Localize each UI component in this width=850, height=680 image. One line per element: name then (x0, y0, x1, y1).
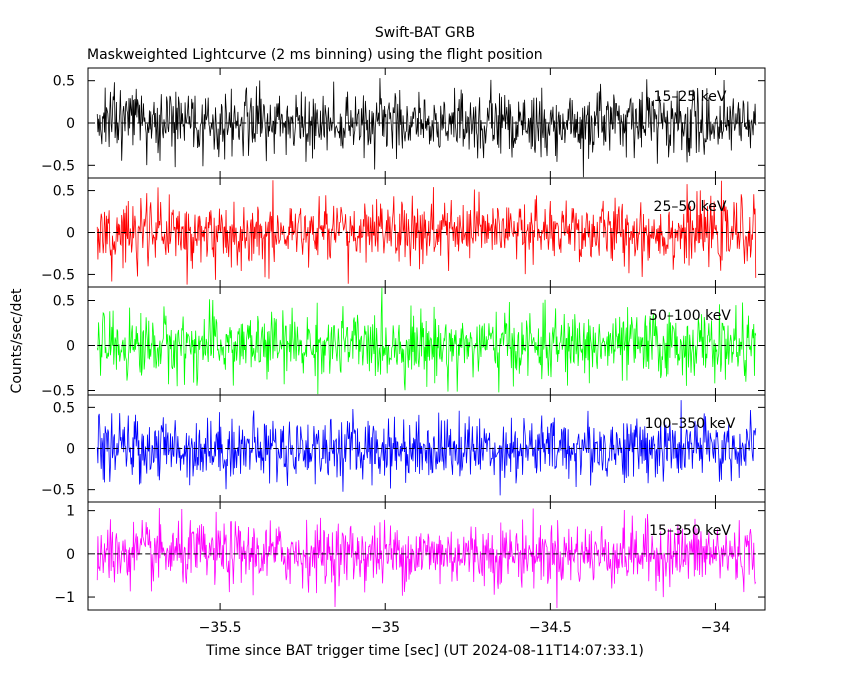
y-tick-label: −1 (54, 590, 75, 606)
y-tick-label: 0 (66, 547, 75, 563)
panel-frame (87, 501, 766, 611)
y-tick-label: 0 (66, 442, 75, 458)
y-tick-label: 0.5 (53, 294, 75, 310)
series-line-5 (96, 508, 757, 609)
y-axis-label: Counts/sec/det (9, 288, 25, 393)
panel-5: 1 0 −1 15–350 keV (54, 501, 766, 611)
y-tick-label: 0 (66, 116, 75, 132)
series-line-4 (96, 400, 757, 496)
y-tick-label: −0.5 (41, 267, 75, 283)
x-tick-label: −34.5 (529, 620, 572, 636)
chart-subtitle: Maskweighted Lightcurve (2 ms binning) u… (87, 47, 543, 63)
panel-3: 0.5 0 −0.5 50–100 keV (41, 286, 766, 400)
x-tick-label: −35.5 (199, 620, 242, 636)
y-tick-label: 0 (66, 226, 75, 242)
panel-2: 0.5 0 −0.5 25–50 keV (41, 177, 766, 288)
y-tick-label: −0.5 (41, 158, 75, 174)
panels-group: 0.5 0 −0.5 15–25 keV 0.5 0 −0.5 25–50 keV 0.5 0 −0… (41, 67, 766, 636)
panel-label-3: 50–100 keV (649, 308, 731, 324)
panel-label-2: 25–50 keV (654, 199, 727, 215)
x-tick-label: −35 (370, 620, 400, 636)
y-tick-label: 0.5 (53, 184, 75, 200)
y-tick-label: 0.5 (53, 400, 75, 416)
series-line-3 (96, 287, 757, 395)
panel-label-5: 15–350 keV (649, 523, 731, 539)
series-line-1 (96, 78, 757, 178)
y-tick-label: 0.5 (53, 74, 75, 90)
y-tick-label: 1 (66, 504, 75, 520)
y-tick-label: −0.5 (41, 384, 75, 400)
panel-1: 0.5 0 −0.5 15–25 keV (41, 67, 766, 179)
panel-label-4: 100–350 keV (645, 416, 736, 432)
panel-4: 0.5 0 −0.5 100–350 keV (41, 394, 766, 503)
chart-title: Swift-BAT GRB (375, 25, 475, 41)
panel-label-1: 15–25 keV (654, 89, 727, 105)
x-tick-label: −34 (701, 620, 731, 636)
y-tick-label: −0.5 (41, 483, 75, 499)
y-tick-label: 0 (66, 339, 75, 355)
series-line-2 (96, 180, 757, 285)
x-axis-label: Time since BAT trigger time [sec] (UT 20… (205, 643, 644, 659)
